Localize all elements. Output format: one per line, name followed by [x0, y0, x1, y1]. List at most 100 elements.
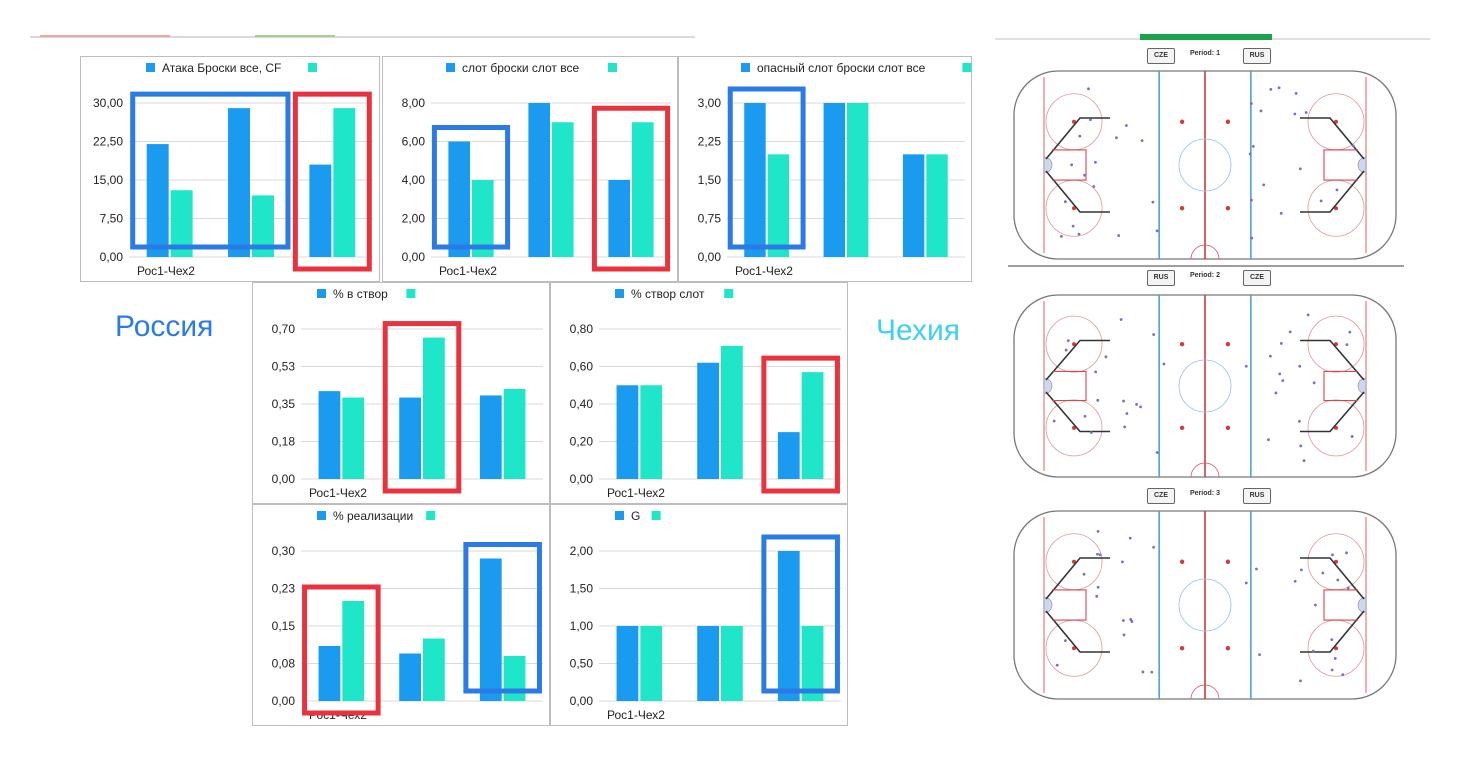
- shot-marker: [1155, 451, 1159, 454]
- y-tick-label: 0,15: [272, 619, 296, 633]
- shot-marker: [1122, 619, 1125, 622]
- bar-czech: [926, 154, 948, 257]
- shot-marker: [1299, 679, 1302, 683]
- faceoff-dot: [1072, 119, 1076, 124]
- team-tag-right: CZE: [1243, 270, 1271, 286]
- faceoff-dot: [1334, 119, 1338, 124]
- rink-header: CZE Period: 3 RUS: [1010, 486, 1400, 510]
- neutral-dot: [1179, 646, 1185, 651]
- faceoff-dot: [1334, 206, 1338, 211]
- team-tag-left: RUS: [1147, 270, 1175, 286]
- x-axis-label: Рос1-Чех2: [735, 264, 793, 278]
- bar-russia: [902, 154, 925, 257]
- shot-marker: [1128, 536, 1132, 540]
- y-tick-label: 7,50: [100, 212, 124, 226]
- bar-russia: [744, 103, 766, 257]
- shot-marker: [1330, 668, 1334, 672]
- shot-marker: [1249, 102, 1253, 105]
- bar-russia: [616, 626, 639, 701]
- bar-russia: [399, 397, 421, 479]
- shot-marker: [1150, 670, 1154, 674]
- highlight-box-blue: [761, 534, 840, 694]
- shot-marker: [1119, 318, 1123, 321]
- legend-swatch: [741, 63, 750, 72]
- shot-marker: [1089, 431, 1093, 434]
- slot-outline: [1045, 339, 1110, 433]
- y-tick-label: 4,00: [402, 173, 426, 187]
- bar-czech: [472, 180, 494, 257]
- shot-marker: [1262, 183, 1266, 187]
- rink-header: CZE Period: 1 RUS: [1010, 46, 1400, 70]
- legend-swatch: [615, 289, 624, 298]
- shot-marker: [1330, 638, 1334, 642]
- rink-separator: [1008, 265, 1404, 267]
- shot-marker: [1267, 438, 1270, 442]
- hockey-rink: [1013, 510, 1397, 700]
- neutral-dot: [1225, 119, 1231, 124]
- chart-panel-slot-shots: 0,00 2,00 4,00 6,00 8,00 слот броски слот все…: [382, 56, 678, 282]
- bar-czech: [640, 385, 663, 479]
- bar-czech: [503, 656, 526, 701]
- bar-czech: [847, 103, 869, 257]
- bar-russia: [528, 103, 550, 257]
- shot-marker: [1269, 87, 1273, 91]
- shot-marker: [1333, 657, 1337, 660]
- bar-russia: [309, 164, 332, 257]
- slot-outline: [1045, 557, 1110, 653]
- team-tag-right: RUS: [1243, 488, 1271, 504]
- shot-marker: [1278, 372, 1282, 376]
- shot-marker: [1250, 236, 1254, 240]
- bar-czech: [640, 626, 663, 701]
- bar-russia: [399, 653, 421, 701]
- shot-marker: [1117, 234, 1121, 237]
- shot-marker: [1071, 224, 1075, 228]
- shot-marker: [1096, 552, 1099, 556]
- legend-swatch: [406, 289, 416, 298]
- slot-outline: [1045, 117, 1110, 213]
- legend-label: опасный слот броски слот все: [757, 61, 926, 75]
- danger-slot-outline: [1323, 589, 1358, 621]
- bar-russia: [777, 551, 800, 701]
- period-label: Period: 1: [1190, 50, 1220, 57]
- rink-period-3: CZE Period: 3 RUS: [1010, 486, 1400, 706]
- shot-marker: [1302, 459, 1306, 463]
- neutral-dot: [1179, 206, 1185, 211]
- shot-marker: [1348, 330, 1352, 334]
- shot-marker: [1152, 333, 1156, 336]
- bar-russia: [146, 144, 169, 257]
- bar-czech: [333, 108, 356, 257]
- shot-marker: [1298, 167, 1302, 171]
- legend-swatch: [651, 511, 661, 520]
- bar-czech: [721, 626, 743, 701]
- legend-swatch: [615, 511, 624, 520]
- y-tick-label: 0,50: [570, 657, 594, 671]
- shot-marker: [1082, 572, 1086, 576]
- y-tick-label: 0,08: [272, 657, 296, 671]
- shot-marker: [1129, 618, 1133, 621]
- shot-marker: [1096, 585, 1100, 589]
- chart-panel-on-target-slot: 0,00 0,20 0,40 0,60 0,80 % створ слот Рос1-Чех…: [550, 282, 848, 504]
- neutral-dot: [1225, 341, 1231, 347]
- shot-marker: [1279, 211, 1283, 215]
- rink-header: RUS Period: 2 CZE: [1010, 268, 1400, 292]
- shot-marker: [1083, 173, 1087, 177]
- shot-marker: [1152, 545, 1156, 549]
- shot-marker: [1251, 145, 1255, 148]
- slot-outline: [1300, 339, 1365, 433]
- chart-panel-goals: 0,00 0,50 1,00 1,50 2,00 G Рос1-Чех2: [550, 504, 848, 726]
- highlight-box-blue: [431, 125, 511, 250]
- shot-marker: [1092, 185, 1096, 188]
- period-label: Period: 2: [1190, 272, 1220, 279]
- faceoff-dot: [1072, 646, 1076, 651]
- faceoff-dot: [1334, 646, 1338, 651]
- highlight-box-red: [302, 584, 381, 716]
- shot-marker: [1141, 670, 1145, 674]
- danger-slot-outline: [1052, 370, 1087, 402]
- legend-label: % реализации: [333, 509, 413, 523]
- shot-marker: [1346, 586, 1350, 590]
- bar-russia: [318, 391, 341, 479]
- period-label: Period: 3: [1190, 490, 1220, 497]
- shot-marker: [1096, 398, 1100, 402]
- bar-russia: [479, 558, 502, 701]
- bar-czech: [632, 122, 654, 257]
